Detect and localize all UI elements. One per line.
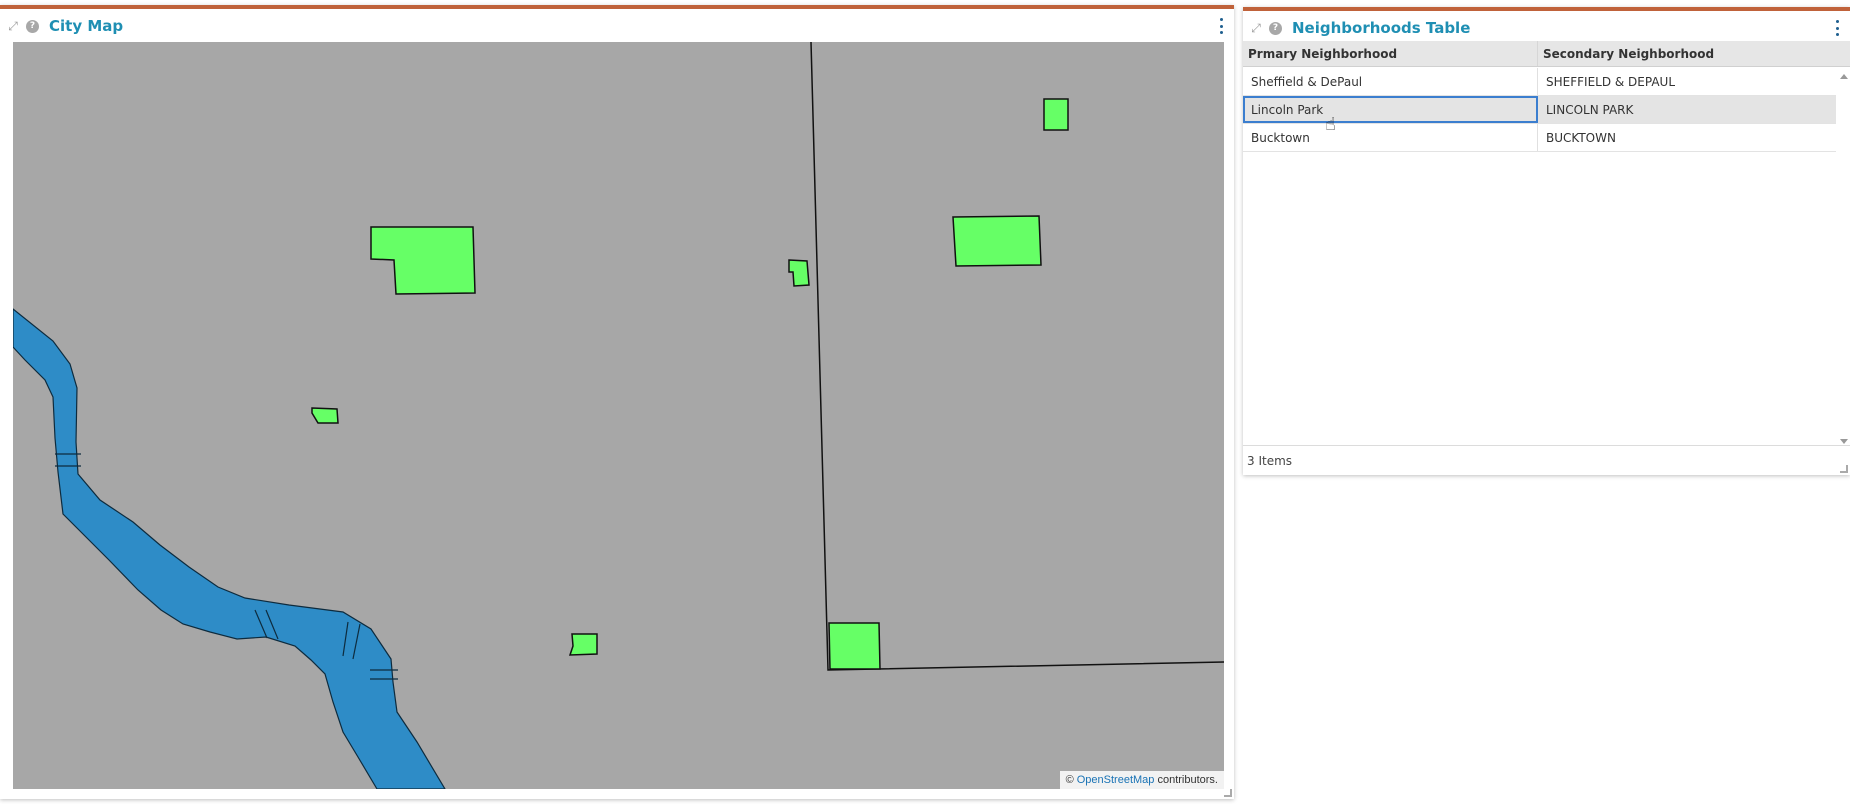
- primary-cell[interactable]: Bucktown: [1243, 124, 1538, 151]
- help-icon[interactable]: ?: [26, 19, 39, 33]
- neighborhoods-table-panel: ⤢ ? Neighborhoods Table Prmary Neighborh…: [1243, 7, 1850, 475]
- hand-cursor-icon: ☝: [1325, 114, 1336, 135]
- table-row[interactable]: Lincoln Park LINCOLN PARK: [1243, 96, 1836, 124]
- neighborhood-polygon[interactable]: [788, 259, 810, 287]
- table-footer-count: 3 Items: [1243, 445, 1850, 475]
- kebab-menu-icon[interactable]: [1834, 20, 1840, 36]
- table-body: Sheffield & DePaul SHEFFIELD & DEPAUL Li…: [1243, 68, 1836, 152]
- table: Prmary Neighborhood Secondary Neighborho…: [1243, 41, 1850, 475]
- table-row[interactable]: Bucktown BUCKTOWN: [1243, 124, 1836, 152]
- neighborhood-polygon[interactable]: [568, 633, 598, 656]
- scroll-down-icon[interactable]: [1840, 439, 1848, 444]
- neighborhood-polygon[interactable]: [952, 215, 1042, 267]
- scroll-up-icon[interactable]: [1840, 74, 1848, 79]
- boundary-line: [810, 42, 1224, 671]
- attribution-prefix: ©: [1065, 774, 1077, 786]
- river-polygon[interactable]: [13, 308, 446, 789]
- neighborhood-polygon[interactable]: [828, 622, 881, 670]
- table-row[interactable]: Sheffield & DePaul SHEFFIELD & DEPAUL: [1243, 68, 1836, 96]
- map-canvas[interactable]: © OpenStreetMap contributors.: [13, 42, 1224, 789]
- secondary-cell[interactable]: SHEFFIELD & DEPAUL: [1546, 74, 1676, 89]
- panel-title: Neighborhoods Table: [1292, 19, 1471, 37]
- secondary-cell[interactable]: LINCOLN PARK: [1546, 102, 1634, 117]
- expand-icon[interactable]: ⤢: [8, 18, 18, 33]
- neighborhood-polygon[interactable]: [1043, 98, 1069, 131]
- map-svg: [13, 42, 1224, 789]
- city-map-panel: ⤢ ? City Map © O: [0, 5, 1234, 799]
- resize-handle[interactable]: [1224, 789, 1232, 797]
- table-panel-header: ⤢ ? Neighborhoods Table: [1243, 11, 1850, 45]
- column-header-primary[interactable]: Prmary Neighborhood: [1243, 41, 1538, 66]
- column-header-secondary[interactable]: Secondary Neighborhood: [1543, 46, 1715, 61]
- help-icon[interactable]: ?: [1269, 21, 1282, 35]
- panel-title: City Map: [49, 17, 124, 35]
- table-header: Prmary Neighborhood Secondary Neighborho…: [1243, 41, 1850, 67]
- resize-handle[interactable]: [1840, 465, 1848, 473]
- map-attribution: © OpenStreetMap contributors.: [1059, 771, 1224, 789]
- table-scrollbar[interactable]: [1838, 68, 1850, 448]
- kebab-menu-icon[interactable]: [1218, 18, 1224, 34]
- neighborhood-polygon[interactable]: [370, 226, 476, 295]
- map-panel-header: ⤢ ? City Map: [0, 9, 1234, 43]
- primary-cell[interactable]: Sheffield & DePaul: [1243, 68, 1538, 95]
- neighborhood-polygon[interactable]: [311, 407, 339, 424]
- secondary-cell[interactable]: BUCKTOWN: [1546, 130, 1616, 145]
- attribution-suffix: contributors.: [1154, 774, 1218, 786]
- openstreetmap-link[interactable]: OpenStreetMap: [1076, 774, 1155, 786]
- primary-cell[interactable]: Lincoln Park: [1243, 96, 1538, 123]
- expand-icon[interactable]: ⤢: [1251, 20, 1261, 35]
